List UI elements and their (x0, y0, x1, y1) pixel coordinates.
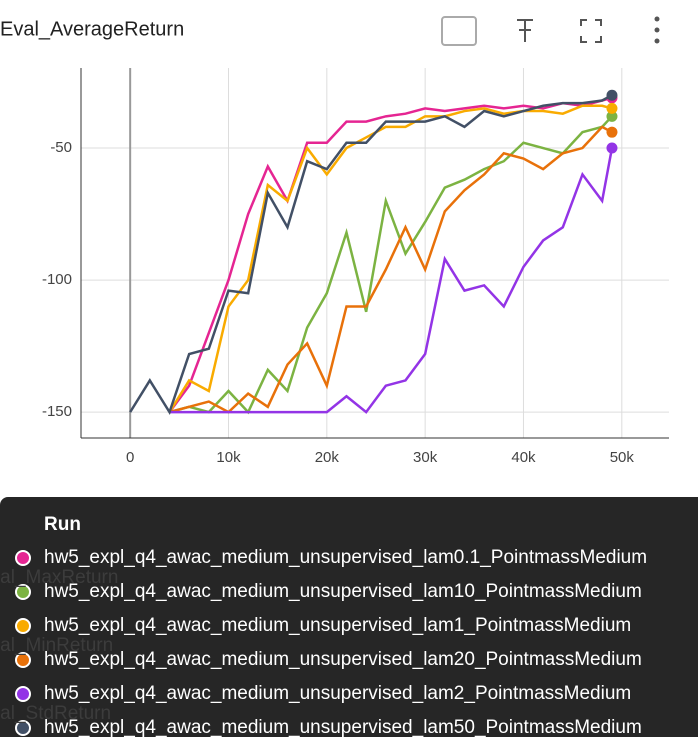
legend-label: hw5_expl_q4_awac_medium_unsupervised_lam… (44, 581, 642, 602)
y-tick-label: -50 (50, 139, 72, 156)
x-tick-label: 30k (413, 449, 438, 466)
end-point (606, 126, 618, 138)
legend-swatch (15, 652, 31, 668)
x-tick-label: 20k (315, 449, 340, 466)
y-tick-label: -150 (42, 403, 72, 420)
legend-label: hw5_expl_q4_awac_medium_unsupervised_lam… (44, 547, 648, 568)
end-point (606, 142, 618, 154)
x-tick-label: 10k (216, 449, 241, 466)
chart-title: Eval_AverageReturn (0, 18, 184, 40)
end-point (606, 89, 618, 101)
fullscreen-button[interactable] (580, 19, 602, 43)
toolbar (441, 16, 660, 46)
legend: Run hw5_expl_q4_awac_medium_unsupervised… (0, 497, 698, 737)
series-line (168, 104, 613, 413)
series-line (169, 115, 613, 415)
y-tick-label: -100 (42, 271, 72, 288)
pin-button[interactable] (517, 19, 533, 42)
x-tick-label: 40k (511, 449, 536, 466)
legend-swatch (15, 720, 31, 736)
series-line (168, 96, 613, 413)
legend-label: hw5_expl_q4_awac_medium_unsupervised_lam… (44, 717, 642, 737)
legend-title: Run (44, 514, 81, 535)
legend-label: hw5_expl_q4_awac_medium_unsupervised_lam… (44, 649, 642, 670)
x-tick-label: 0 (126, 449, 134, 466)
card-title: Eval_StdReturn (0, 703, 112, 724)
series-line (129, 94, 613, 416)
legend-label: hw5_expl_q4_awac_medium_unsupervised_lam… (44, 683, 632, 704)
legend-swatch (15, 686, 31, 702)
series-line (169, 125, 613, 414)
series-line (169, 147, 614, 414)
end-point (606, 110, 618, 122)
card-title: Eval_MaxReturn (0, 567, 119, 588)
x-tick-label: 50k (610, 449, 635, 466)
legend-swatch (15, 550, 31, 566)
card-title: Eval_MinReturn (0, 635, 114, 656)
end-point (606, 102, 618, 114)
legend-swatch (15, 584, 31, 600)
menu-button[interactable] (654, 16, 660, 44)
legend-label: hw5_expl_q4_awac_medium_unsupervised_lam… (44, 615, 632, 636)
fit-button[interactable] (441, 16, 477, 46)
legend-swatch (15, 618, 31, 634)
chart: Eval_AverageReturn -150 -100 -50 0 10k 20k 30k… (0, 16, 669, 466)
